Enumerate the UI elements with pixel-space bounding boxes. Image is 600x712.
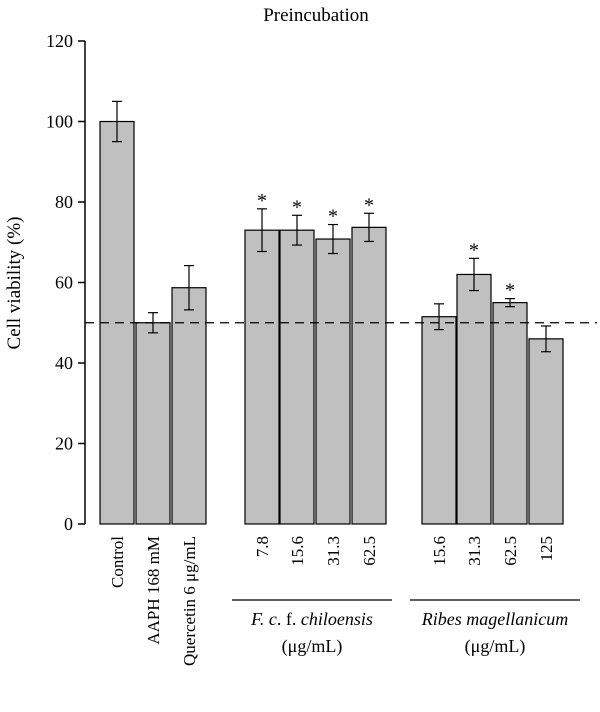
y-tick-label-6: 120	[46, 31, 73, 51]
category-label-9: 62.5	[501, 536, 520, 566]
bar-8	[456, 273, 492, 525]
y-tick-label-3: 60	[55, 273, 73, 293]
bar-3	[244, 229, 280, 525]
significance-marker-5: *	[328, 206, 338, 228]
significance-marker-6: *	[364, 194, 374, 216]
bar-2	[171, 287, 207, 525]
significance-marker-9: *	[505, 280, 515, 302]
category-label-3: 7.8	[253, 536, 272, 557]
group-unit-0: (μg/mL)	[282, 636, 343, 657]
category-label-5: 31.3	[324, 536, 343, 566]
significance-marker-8: *	[469, 239, 479, 261]
group-label-1: Ribes magellanicum	[421, 609, 568, 629]
bar-6	[351, 226, 387, 525]
significance-marker-3: *	[257, 190, 267, 212]
y-tick-label-0: 0	[64, 514, 73, 534]
bar-9	[492, 302, 528, 525]
y-tick-label-1: 20	[55, 434, 73, 454]
bar-10	[528, 338, 564, 525]
y-tick-label-4: 80	[55, 192, 73, 212]
category-label-6: 62.5	[360, 536, 379, 566]
category-label-10: 125	[537, 536, 556, 562]
category-label-8: 31.3	[465, 536, 484, 566]
bar-5	[315, 238, 351, 525]
bar-1	[135, 322, 171, 525]
y-tick-label-2: 40	[55, 353, 73, 373]
bar-4	[279, 229, 315, 525]
chart-title: Preincubation	[263, 5, 369, 26]
group-label-0: F. c. f. chiloensis	[250, 609, 373, 629]
category-label-0: Control	[108, 536, 127, 588]
category-label-1: AAPH 168 mM	[144, 536, 163, 645]
bar-7	[421, 316, 457, 525]
y-axis-label: Cell viability (%)	[4, 217, 25, 350]
significance-marker-4: *	[292, 196, 302, 218]
y-tick-label-5: 100	[46, 112, 73, 132]
category-label-7: 15.6	[430, 536, 449, 566]
plot-area: 0 20 40 60 80 100 120 Control AAPH 168 mM Quercet…	[46, 31, 597, 666]
category-label-2: Quercetin 6 μg/mL	[180, 536, 199, 666]
category-label-4: 15.6	[288, 536, 307, 566]
group-unit-1: (μg/mL)	[465, 636, 526, 657]
